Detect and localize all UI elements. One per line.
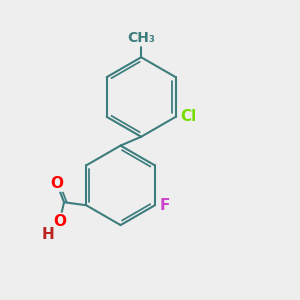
Text: O: O (50, 176, 63, 190)
Text: H: H (41, 227, 54, 242)
Text: F: F (159, 198, 170, 213)
Text: O: O (53, 214, 66, 229)
Text: CH₃: CH₃ (127, 32, 155, 46)
Text: Cl: Cl (180, 110, 196, 124)
